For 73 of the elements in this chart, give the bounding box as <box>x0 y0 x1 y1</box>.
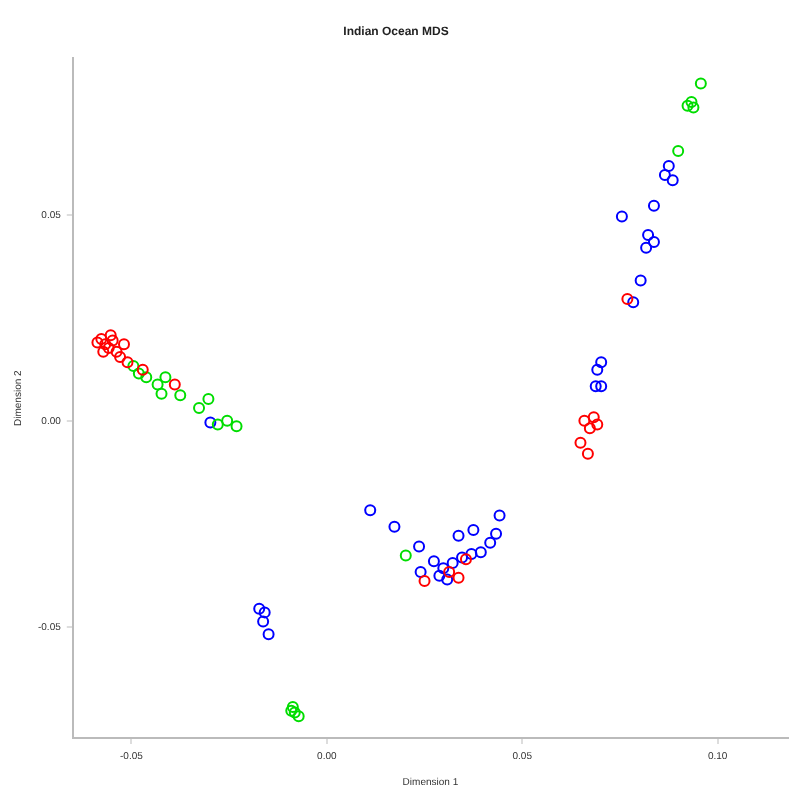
point <box>681 99 694 112</box>
point <box>253 602 266 615</box>
point <box>591 418 604 431</box>
point <box>159 371 172 384</box>
point <box>427 555 440 568</box>
point <box>627 296 640 309</box>
point <box>433 569 446 582</box>
point <box>364 504 377 517</box>
point <box>193 402 206 415</box>
point <box>414 566 427 579</box>
point <box>97 345 110 358</box>
point <box>640 241 653 254</box>
point <box>484 536 497 549</box>
point <box>666 174 679 187</box>
point <box>437 562 450 575</box>
point <box>155 387 168 400</box>
point <box>642 229 655 242</box>
point <box>211 418 224 431</box>
point <box>694 77 707 90</box>
point <box>202 393 215 406</box>
point <box>685 96 698 109</box>
point <box>258 606 271 619</box>
point <box>441 573 454 586</box>
point <box>589 380 602 393</box>
point <box>446 556 459 569</box>
point <box>114 351 127 364</box>
point <box>388 520 401 533</box>
point <box>221 414 234 427</box>
point <box>413 540 426 553</box>
point <box>140 371 153 384</box>
point <box>117 338 130 351</box>
point <box>595 380 608 393</box>
point <box>587 411 600 424</box>
point <box>95 332 108 345</box>
point <box>490 527 503 540</box>
point <box>465 547 478 560</box>
point <box>292 710 305 723</box>
point <box>687 101 700 114</box>
point <box>174 389 187 402</box>
point <box>151 378 164 391</box>
point <box>621 292 634 305</box>
point <box>127 360 140 373</box>
point <box>467 524 480 536</box>
point <box>595 356 608 369</box>
point <box>91 336 104 349</box>
point <box>591 363 604 376</box>
point <box>443 566 456 579</box>
point <box>672 145 685 158</box>
point <box>204 416 217 429</box>
point <box>230 420 243 433</box>
point <box>104 329 117 342</box>
point <box>452 571 465 584</box>
point <box>452 529 465 542</box>
point <box>493 509 506 522</box>
point <box>399 549 412 562</box>
point <box>662 159 675 172</box>
point <box>658 168 671 181</box>
point <box>168 378 181 391</box>
point <box>106 334 119 347</box>
point <box>581 447 594 460</box>
point <box>647 236 660 249</box>
point <box>634 274 647 287</box>
point <box>110 345 123 358</box>
point <box>574 436 587 449</box>
point <box>121 356 134 369</box>
point <box>647 199 660 212</box>
point <box>474 546 487 559</box>
point <box>257 615 270 628</box>
point <box>615 210 628 223</box>
point <box>583 422 596 435</box>
point <box>418 575 431 588</box>
point <box>262 628 275 641</box>
point <box>578 414 591 427</box>
